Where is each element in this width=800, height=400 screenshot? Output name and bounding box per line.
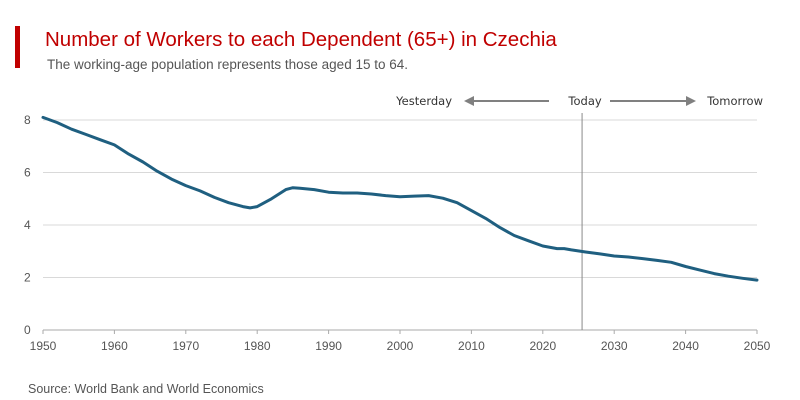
- y-tick-label: 8: [24, 113, 31, 127]
- x-tick-label: 2040: [672, 339, 699, 353]
- chart-title: Number of Workers to each Dependent (65+…: [45, 28, 557, 51]
- y-tick-label: 0: [24, 323, 31, 337]
- x-tick-label: 2050: [744, 339, 771, 353]
- x-tick-label: 1980: [244, 339, 271, 353]
- grid-layer: [43, 119, 757, 331]
- title-accent-bar: [15, 26, 20, 68]
- yesterday-label: Yesterday: [395, 94, 452, 108]
- x-tick-label: 2020: [529, 339, 556, 353]
- series-layer: [41, 115, 759, 282]
- chart-subtitle: The working-age population represents th…: [47, 57, 408, 72]
- y-tick-label: 2: [24, 271, 31, 285]
- today-label: Today: [567, 94, 601, 108]
- x-tick-label: 2010: [458, 339, 485, 353]
- x-tick-label: 2000: [387, 339, 414, 353]
- annotation-layer: Yesterday Today Tomorrow: [395, 94, 763, 330]
- source-note: Source: World Bank and World Economics: [28, 382, 264, 396]
- x-tick-label: 1970: [172, 339, 199, 353]
- axis-layer: 0 2 4 6 8 1950 1960 1970 1980 1990 2000 2010 2020 203…: [24, 113, 771, 353]
- y-tick-label: 4: [24, 218, 31, 232]
- x-tick-label: 1960: [101, 339, 128, 353]
- x-tick-label: 1990: [315, 339, 342, 353]
- tomorrow-label: Tomorrow: [706, 94, 763, 108]
- series-line: [41, 115, 759, 282]
- y-tick-label: 6: [24, 166, 31, 180]
- x-tick-label: 2030: [601, 339, 628, 353]
- x-tick-label: 1950: [30, 339, 57, 353]
